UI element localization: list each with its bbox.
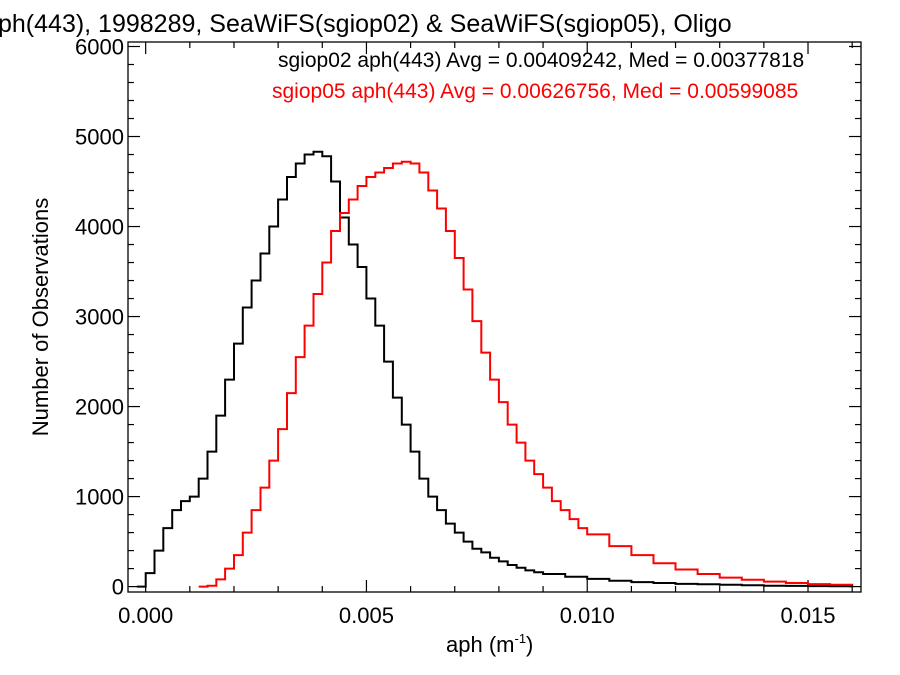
x-axis-title: aph (m-1) (446, 631, 533, 657)
series-1-annotation: sgiop02 aph(443) Avg = 0.00409242, Med =… (278, 49, 804, 72)
y-tick-label: 5000 (75, 125, 124, 150)
plot-frame (127, 41, 862, 593)
series-lines (136, 150, 854, 588)
axis-ticks (128, 42, 861, 592)
y-tick-label: 0 (112, 575, 124, 600)
x-axis-title-text: aph (m (446, 632, 514, 657)
x-tick-label: 0.015 (780, 603, 835, 628)
y-tick-labels: 0 1000 2000 3000 4000 5000 6000 (75, 35, 124, 600)
y-tick-label: 6000 (75, 35, 124, 60)
x-axis-title-close: ) (526, 632, 533, 657)
x-axis-title-superscript: -1 (514, 631, 526, 646)
x-tick-label: 0.010 (560, 603, 615, 628)
y-axis-title: Number of Observations (28, 198, 53, 436)
series-sgiop05-line (198, 160, 854, 588)
series-sgiop02-line (136, 150, 854, 588)
y-tick-label: 2000 (75, 395, 124, 420)
chart-title: ph(443), 1998289, SeaWiFS(sgiop02) & Sea… (0, 10, 732, 38)
y-tick-label: 4000 (75, 215, 124, 240)
series-2-annotation: sgiop05 aph(443) Avg = 0.00626756, Med =… (272, 80, 798, 103)
x-tick-labels: 0.000 0.005 0.010 0.015 (118, 603, 835, 628)
x-tick-label: 0.005 (339, 603, 394, 628)
y-tick-label: 3000 (75, 305, 124, 330)
x-tick-label: 0.000 (118, 603, 173, 628)
y-tick-label: 1000 (75, 485, 124, 510)
